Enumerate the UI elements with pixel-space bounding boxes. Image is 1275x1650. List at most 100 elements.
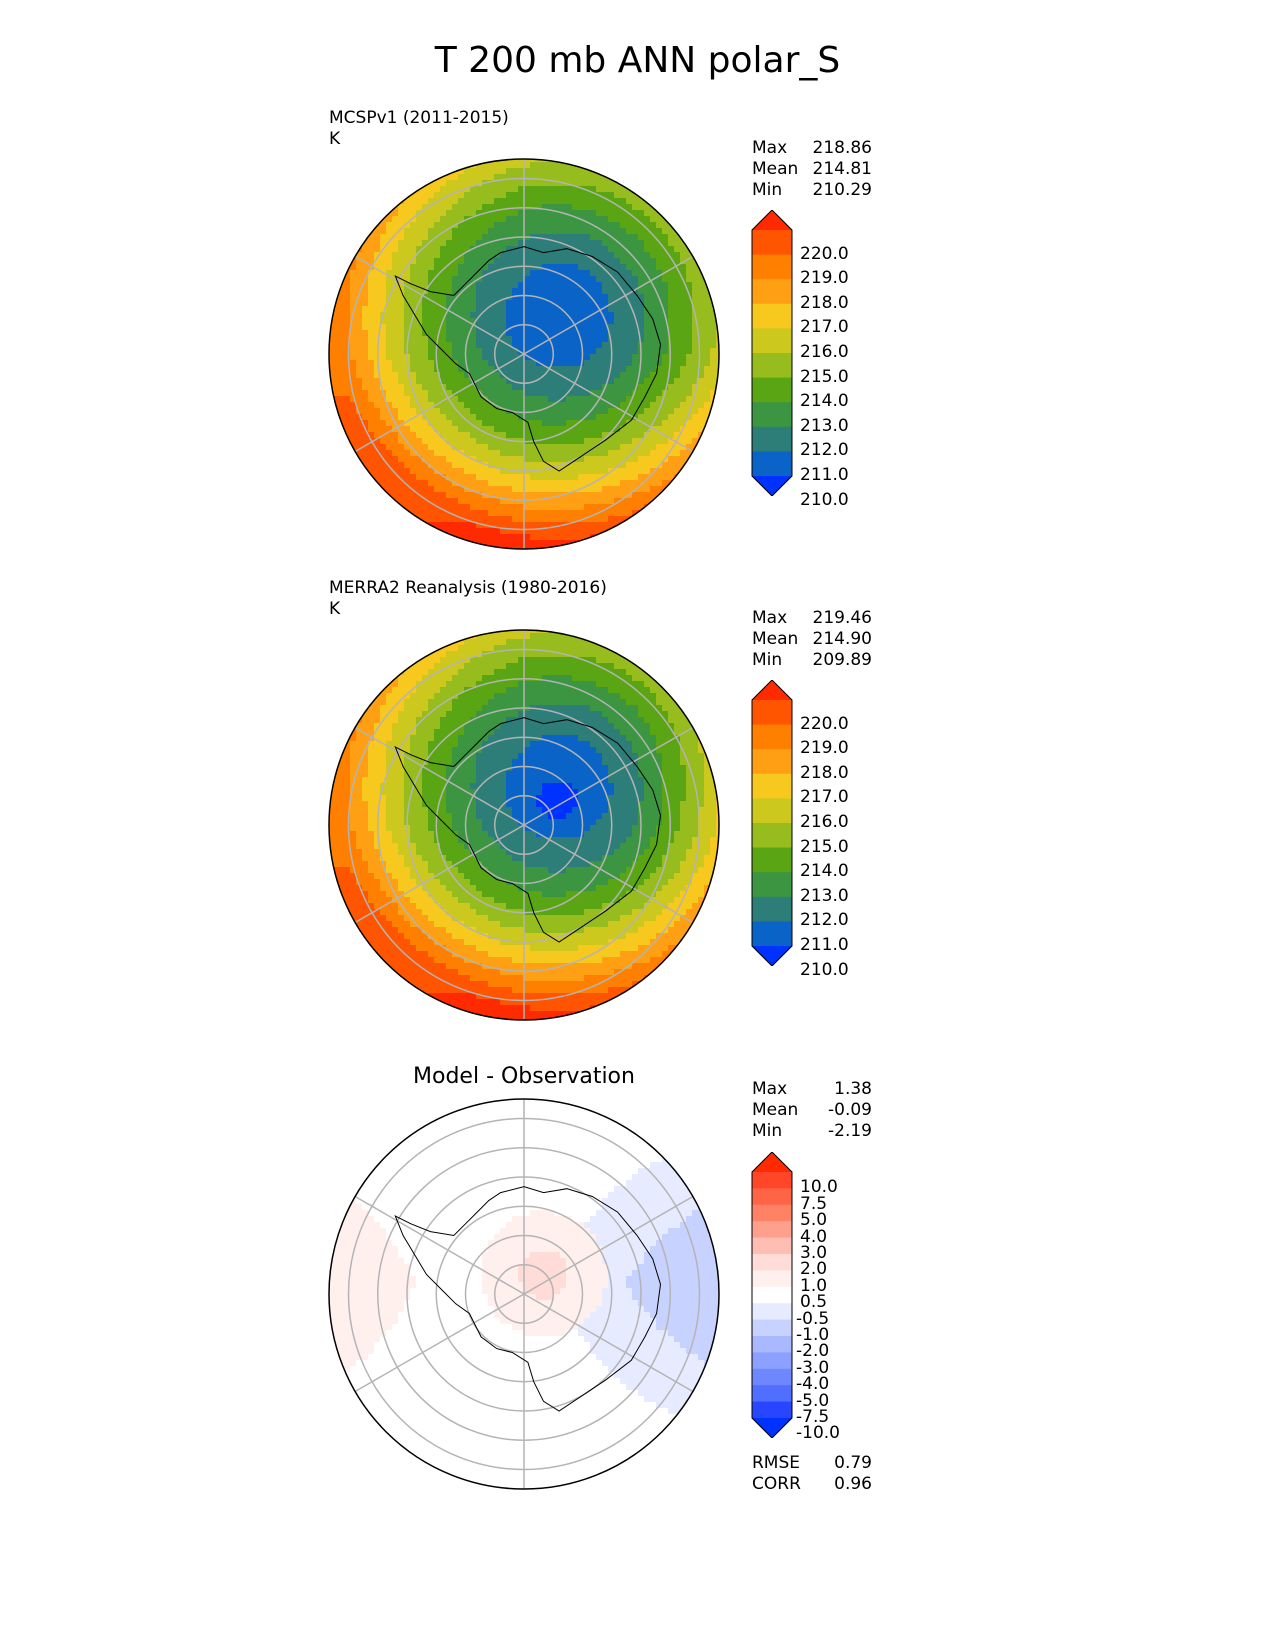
colorbar-swatch [752, 402, 792, 428]
colorbar-swatch [752, 773, 792, 799]
colorbar-tick-label: 4.0 [800, 1226, 828, 1247]
panel1-polar-map [328, 158, 720, 550]
colorbar-extend-max [752, 210, 792, 230]
colorbar-swatch [752, 303, 792, 329]
colorbar-swatch [752, 1319, 792, 1337]
colorbar-tick-label: 215.0 [800, 836, 849, 857]
graticule [347, 159, 701, 549]
panel1-stats: Max 218.86 Mean 214.81 Min 210.29 [752, 137, 882, 203]
panel2-stats: Max 219.46 Mean 214.90 Min 209.89 [752, 607, 882, 673]
panel3-stats: Max 1.38 Mean -0.09 Min -2.19 [752, 1078, 882, 1144]
colorbar-tick-label: 219.0 [800, 738, 849, 759]
colorbar-swatch [752, 1286, 792, 1304]
colorbar-swatch [752, 700, 792, 726]
colorbar-tick-label: 219.0 [800, 268, 849, 289]
colorbar-swatch [752, 1368, 792, 1386]
colorbar-swatch [752, 749, 792, 775]
colorbar-swatch [752, 328, 792, 354]
panel1-colorbar [751, 210, 793, 496]
colorbar-outline [751, 680, 793, 966]
corr-label: CORR [752, 1474, 801, 1494]
stat-max-value: 219.46 [812, 608, 872, 628]
colorbar-outline [751, 1152, 793, 1438]
colorbar-tick-label: 2.0 [800, 1259, 828, 1280]
colorbar-swatch [752, 377, 792, 403]
colorbar-tick-label: 220.0 [800, 713, 849, 734]
colorbar-tick-label: 211.0 [800, 465, 849, 485]
stat-mean-label: Mean [752, 629, 799, 649]
stat-mean-value: 214.90 [812, 629, 872, 649]
panel2-colorbar [751, 680, 793, 966]
panel3-title: Model - Observation [413, 1064, 635, 1089]
stat-min-value: 209.89 [812, 650, 872, 670]
panel1-units: K [329, 129, 341, 149]
stat-max-value: 218.86 [812, 138, 872, 158]
graticule [347, 1099, 701, 1489]
stat-mean-label: Mean [752, 1100, 799, 1120]
panel2-title: MERRA2 Reanalysis (1980-2016) [329, 578, 607, 598]
colorbar-tick-label: 218.0 [800, 762, 849, 783]
graticule [347, 630, 701, 1020]
colorbar-swatch [752, 451, 792, 477]
colorbar-tick-label: 217.0 [800, 787, 849, 808]
stat-mean-value: 214.81 [812, 159, 872, 179]
antarctica-coastline [394, 246, 662, 472]
colorbar-swatch [752, 1188, 792, 1206]
colorbar-swatch [752, 1172, 792, 1189]
colorbar-tick-label: 214.0 [800, 391, 849, 412]
colorbar-swatch [752, 1254, 792, 1271]
stat-mean-value: -0.09 [828, 1100, 872, 1120]
colorbar-extend-min [752, 946, 792, 966]
colorbar-swatch [752, 254, 792, 280]
colorbar-swatch [752, 1352, 792, 1370]
panel2-polar-map [328, 629, 720, 1021]
colorbar-tick-label: 216.0 [800, 812, 849, 832]
colorbar-tick-label: 212.0 [800, 440, 849, 461]
stat-mean-label: Mean [752, 159, 799, 179]
stat-min-label: Min [752, 180, 783, 200]
colorbar-tick-label: 211.0 [800, 935, 849, 955]
panel3-polar-map [328, 1098, 720, 1490]
colorbar-tick-label: -2.0 [796, 1341, 830, 1362]
colorbar-swatch [752, 921, 792, 947]
colorbar-swatch [752, 1204, 792, 1222]
colorbar-tick-label: 215.0 [800, 366, 849, 387]
colorbar-tick-label: 5.0 [800, 1210, 828, 1231]
colorbar-tick-label: -0.5 [796, 1308, 830, 1329]
colorbar-swatch [752, 1237, 792, 1255]
colorbar-swatch [752, 1401, 792, 1419]
stat-max-value: 1.38 [834, 1079, 872, 1099]
colorbar-extend-max [752, 680, 792, 700]
stat-max-label: Max [752, 138, 788, 158]
colorbar-tick-label: 1.0 [800, 1275, 828, 1296]
colorbar-tick-label: -1.0 [796, 1325, 830, 1345]
colorbar-swatch [752, 1336, 792, 1353]
figure-title: T 200 mb ANN polar_S [434, 40, 841, 81]
colorbar-outline [751, 210, 793, 496]
colorbar-swatch [752, 1221, 792, 1239]
colorbar-tick-label: 216.0 [800, 342, 849, 362]
panel2-units: K [329, 599, 341, 619]
colorbar-swatch [752, 798, 792, 824]
colorbar-swatch [752, 847, 792, 873]
colorbar-swatch [752, 230, 792, 256]
map-boundary [328, 158, 720, 550]
colorbar-tick-label: 218.0 [800, 292, 849, 313]
colorbar-tick-label: 220.0 [800, 243, 849, 264]
antarctica-coastline [394, 717, 662, 943]
corr-value: 0.96 [834, 1474, 872, 1494]
colorbar-tick-label: 0.5 [800, 1292, 828, 1313]
colorbar-swatch [752, 426, 792, 452]
colorbar-extend-min [752, 476, 792, 496]
colorbar-tick-label: 3.0 [800, 1243, 828, 1263]
panel3-colorbar [751, 1152, 793, 1438]
stat-max-label: Max [752, 608, 788, 628]
colorbar-tick-label: 213.0 [800, 885, 849, 906]
panel1-title: MCSPv1 (2011-2015) [329, 108, 509, 128]
colorbar-swatch [752, 279, 792, 305]
colorbar-tick-label: 212.0 [800, 910, 849, 931]
colorbar-tick-label: -3.0 [796, 1357, 830, 1378]
stat-max-label: Max [752, 1079, 788, 1099]
rmse-value: 0.79 [834, 1453, 872, 1473]
colorbar-tick-label: 210.0 [800, 489, 849, 510]
